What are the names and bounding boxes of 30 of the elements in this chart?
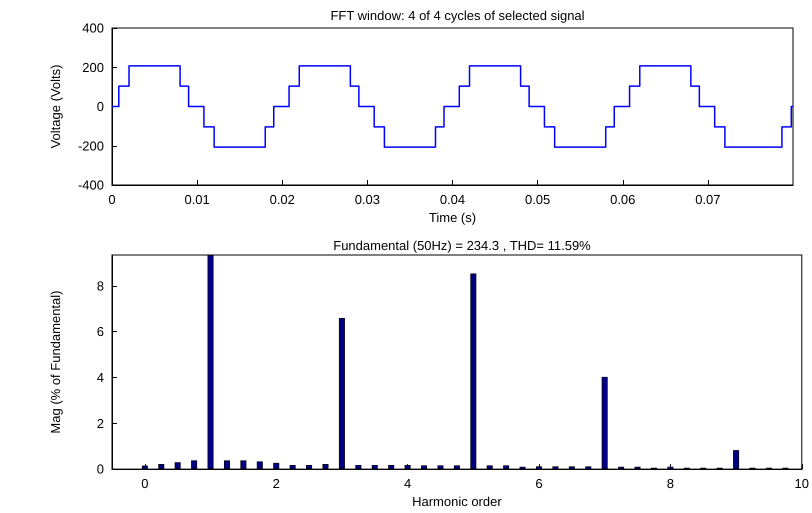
x-tick-label: 10 [794,476,810,492]
x-tick-label: 6 [535,476,543,492]
y-tick-label: -400 [78,178,104,192]
y-axis-title: Mag (% of Fundamental) [48,290,63,434]
x-tick-label: 0.01 [184,192,210,207]
y-tick-label: 8 [96,278,104,294]
y-tick-label: 200 [82,60,104,75]
x-tick-label: 0.05 [524,192,550,207]
x-tick-label: 0 [141,476,148,492]
x-tick-label: 8 [666,476,674,492]
x-axis-title: Harmonic order [412,494,502,509]
chart-title: Fundamental (50Hz) = 234.3 , THD= 11.59% [333,238,592,253]
chart-title: FFT window: 4 of 4 cycles of selected signal [330,8,585,23]
x-tick-label: 0.02 [270,192,295,207]
y-tick-label: 400 [82,20,104,36]
y-axis-title: Voltage (Volts) [48,64,63,148]
x-tick-label: 0.06 [610,192,636,207]
y-tick-label: 0 [96,462,104,477]
y-tick-label: 2 [96,416,104,431]
x-axis-title: Time (s) [428,210,476,225]
x-tick-label: 2 [272,476,280,492]
y-tick-label: 6 [96,324,104,340]
y-tick-label: 4 [96,370,104,386]
x-tick-label: 0.04 [440,192,466,207]
x-tick-label: 0 [108,192,116,207]
x-tick-label: 0.07 [695,192,721,207]
y-tick-label: 0 [96,99,104,114]
x-tick-label: 0.03 [354,192,380,207]
x-tick-label: 4 [404,476,412,492]
y-tick-label: -200 [78,138,104,154]
